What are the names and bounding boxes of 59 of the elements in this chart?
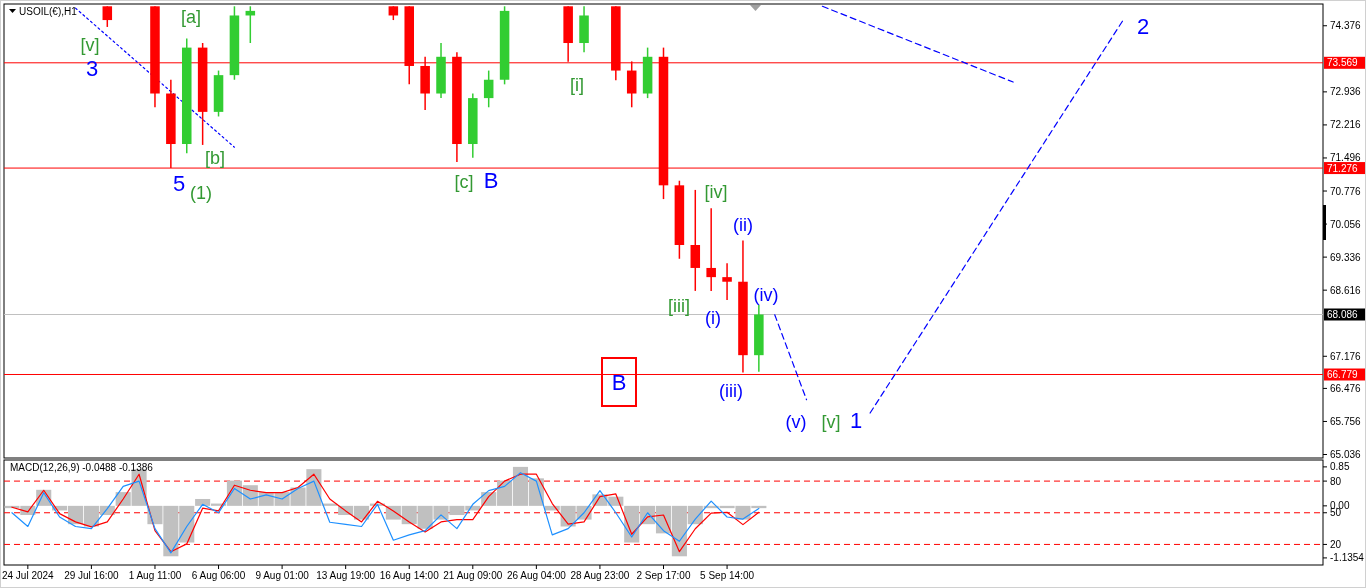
candlestick (706, 207, 716, 292)
x-tick-label: 24 Jul 2024 (1, 570, 55, 581)
candlestick (690, 189, 701, 292)
annotation: [iv] (704, 182, 728, 203)
x-tick-label: 13 Aug 19:00 (316, 570, 376, 581)
candlestick (483, 69, 494, 109)
y2-tick-label: 20 (1330, 538, 1342, 550)
chart-title: USOIL(€),H1 (19, 6, 78, 17)
y2-tick-label: 80 (1330, 475, 1342, 487)
y-tick-label: 65.036 (1330, 449, 1362, 461)
annotation: 3 (85, 55, 99, 81)
y-tick-label: 68.616 (1330, 284, 1362, 296)
x-tick-label: 16 Aug 14:00 (379, 570, 440, 581)
x-tick-label: 29 Jul 16:00 (64, 570, 120, 581)
candlestick (722, 262, 732, 301)
candlestick (102, 5, 113, 28)
y-tick-label: 72.936 (1330, 86, 1362, 98)
y-tick-label: -1.1354 (1330, 552, 1365, 564)
annotation: 1 (849, 407, 863, 433)
x-tick-label: 26 Aug 04:00 (506, 570, 567, 581)
annotation: (i) (705, 308, 721, 329)
x-tick-label: 9 Aug 01:00 (255, 570, 310, 581)
annotation: [a] (180, 7, 202, 28)
annotation: 5 (172, 170, 186, 196)
annotation: B (611, 369, 627, 395)
x-tick-label: 5 Sep 14:00 (700, 570, 755, 581)
annotation: [v] (80, 35, 100, 56)
y-tick-label: 70.056 (1330, 218, 1362, 230)
ref-line-label: 66.779 (1327, 369, 1359, 380)
y-tick-label: 65.756 (1330, 415, 1362, 427)
annotation: [iii] (668, 296, 690, 317)
annotation: [c] (454, 172, 474, 193)
y-tick-label: 69.336 (1330, 251, 1362, 263)
y-tick-label: 71.496 (1330, 152, 1362, 164)
annotation: (ii) (733, 214, 753, 235)
ref-line-label: 68.086 (1327, 309, 1359, 320)
ref-line-label: 71.276 (1327, 162, 1359, 174)
x-tick-label: 21 Aug 09:00 (443, 570, 503, 581)
y-tick-label: 70.776 (1330, 185, 1362, 197)
chart-title: MACD(12,26,9) -0.0488 -0.1386 (10, 462, 154, 473)
x-tick-label: 28 Aug 23:00 (570, 570, 630, 581)
annotation: (1) (190, 183, 212, 204)
annotation: [v] (821, 412, 841, 433)
annotation: (iii) (719, 381, 743, 402)
x-tick-label: 6 Aug 06:00 (191, 570, 246, 581)
y-tick-label: 72.216 (1330, 119, 1362, 131)
y-tick-label: 0.85 (1330, 461, 1350, 473)
annotation: [b] (204, 148, 226, 169)
ref-line-label: 73.569 (1327, 57, 1359, 69)
x-tick-label: 2 Sep 17:00 (636, 570, 691, 581)
y-tick-label: 66.476 (1330, 382, 1362, 394)
x-tick-label: 1 Aug 11:00 (128, 570, 182, 581)
annotation: [i] (569, 75, 585, 96)
y-tick-label: 67.176 (1330, 350, 1362, 362)
y-tick-label: 74.376 (1330, 20, 1362, 32)
annotation: (iv) (753, 285, 779, 306)
annotation: 2 (1136, 13, 1150, 39)
annotation: (v) (785, 412, 807, 433)
annotation: B (483, 167, 499, 193)
